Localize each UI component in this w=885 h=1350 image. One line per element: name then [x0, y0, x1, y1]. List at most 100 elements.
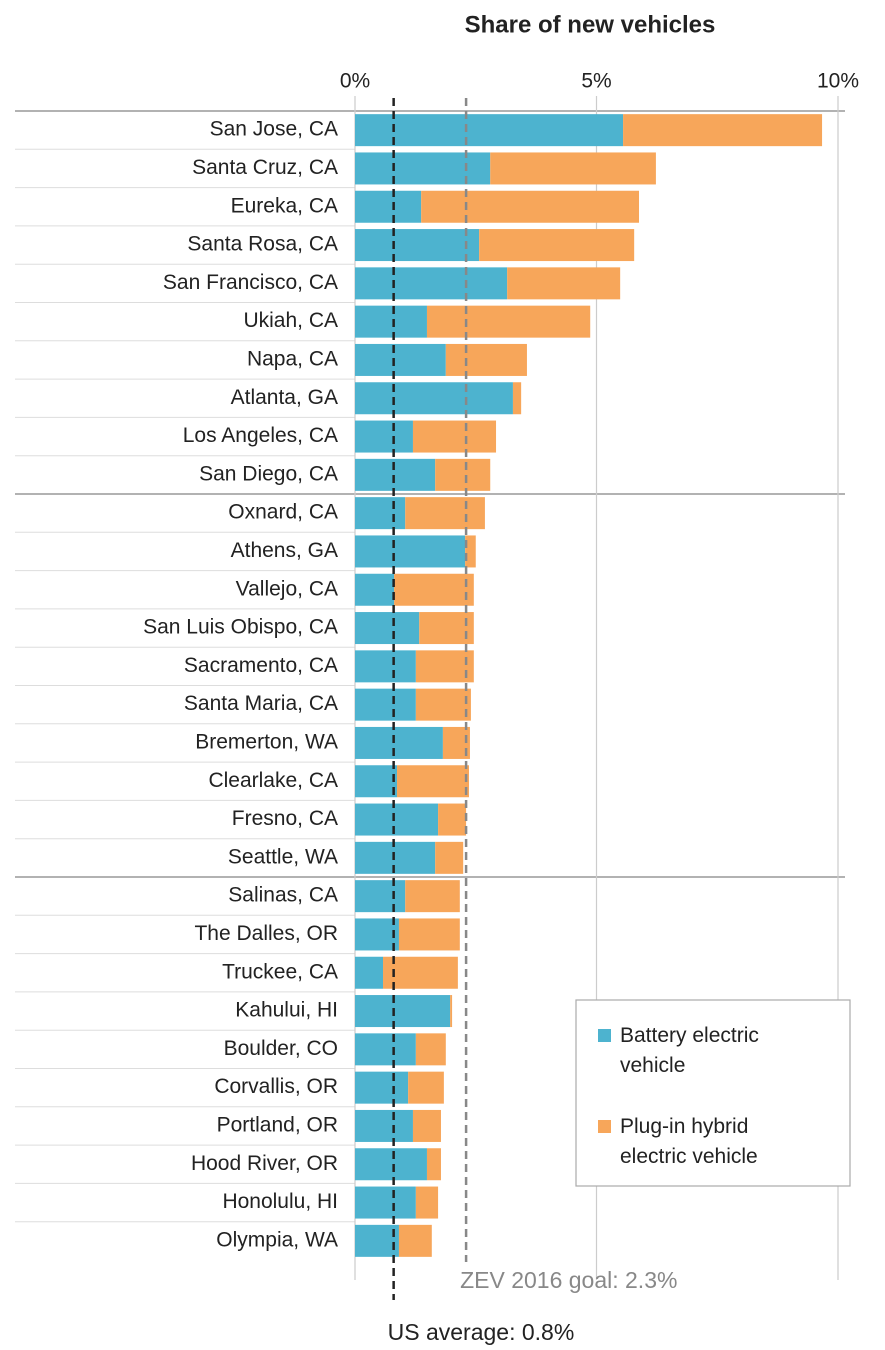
chart-title: Share of new vehicles	[465, 11, 716, 38]
y-tick-label: Fresno, CA	[232, 807, 338, 830]
bar-segment	[355, 343, 446, 376]
y-tick-label: Honolulu, HI	[222, 1190, 338, 1213]
bar-segment	[355, 1148, 427, 1181]
bar-segment	[355, 803, 439, 836]
bar-segment	[415, 1033, 446, 1066]
bar-segment	[355, 497, 406, 530]
bar-segment	[355, 918, 399, 951]
bar-segment	[435, 841, 464, 874]
y-tick-label: The Dalles, OR	[194, 922, 338, 945]
y-tick-label: Vallejo, CA	[236, 577, 338, 600]
bar-segment	[355, 420, 413, 453]
y-tick-label: Truckee, CA	[222, 960, 338, 983]
reference-label: US average: 0.8%	[388, 1319, 575, 1345]
y-tick-label: Seattle, WA	[228, 845, 338, 868]
x-tick-label: 0%	[340, 70, 370, 93]
bar-segment	[435, 458, 491, 491]
bar-segment	[355, 612, 420, 645]
bar-segment	[512, 382, 522, 415]
reference-label: ZEV 2016 goal: 2.3%	[460, 1267, 677, 1293]
bar-segment	[355, 1071, 409, 1104]
y-tick-label: Santa Maria, CA	[184, 692, 338, 715]
bar-segment	[415, 688, 471, 721]
bar-segment	[623, 114, 823, 147]
bar-segment	[405, 880, 460, 913]
bar-segment	[479, 229, 635, 262]
bar-segment	[355, 573, 395, 606]
bar-segment	[415, 650, 474, 683]
bar-segment	[426, 305, 591, 338]
bar-segment	[507, 267, 621, 300]
bar-segment	[490, 152, 656, 185]
legend-box	[575, 999, 851, 1187]
bar-segment	[412, 420, 497, 453]
y-tick-label: Los Angeles, CA	[183, 424, 338, 447]
bar-segment	[398, 1224, 432, 1257]
legend-label: Plug-in hybrid electric vehicle	[620, 1115, 758, 1168]
y-tick-label: Salinas, CA	[228, 884, 338, 907]
bar-segment	[408, 1071, 444, 1104]
bar-segment	[355, 267, 508, 300]
bar-segment	[412, 1109, 441, 1142]
y-tick-label: San Luis Obispo, CA	[143, 616, 338, 639]
legend-swatch	[598, 1120, 611, 1133]
bar-segment	[355, 1224, 399, 1257]
bar-segment	[355, 190, 422, 223]
y-tick-label: Atlanta, GA	[231, 386, 338, 409]
y-tick-label: Hood River, OR	[191, 1152, 338, 1175]
y-tick-label: Portland, OR	[217, 1113, 338, 1136]
y-tick-label: San Francisco, CA	[163, 271, 338, 294]
bar-segment	[355, 1109, 413, 1142]
y-tick-label: Bremerton, WA	[195, 730, 338, 753]
bar-segment	[355, 535, 466, 568]
bar-segment	[383, 956, 458, 989]
y-tick-label: Santa Rosa, CA	[187, 233, 338, 256]
bar-segment	[355, 765, 398, 798]
x-tick-label: 5%	[581, 70, 611, 93]
bar-segment	[355, 956, 384, 989]
y-tick-label: Napa, CA	[247, 347, 338, 370]
legend-label: Battery electric vehicle	[620, 1024, 759, 1077]
bar-segment	[438, 803, 467, 836]
bar-segment	[355, 650, 416, 683]
bar-segment	[355, 880, 406, 913]
y-tick-label: Kahului, HI	[235, 999, 338, 1022]
bar-segment	[355, 305, 427, 338]
bar-segment	[394, 573, 474, 606]
bar-segment	[355, 382, 513, 415]
bar-segment	[355, 114, 624, 147]
y-tick-label: Eureka, CA	[231, 194, 338, 217]
bar-segment	[445, 343, 527, 376]
bar-segment	[419, 612, 474, 645]
y-tick-label: Boulder, CO	[224, 1037, 338, 1060]
legend-swatch	[598, 1029, 611, 1042]
y-tick-label: Athens, GA	[231, 539, 338, 562]
bar-segment	[465, 535, 476, 568]
bar-segment	[426, 1148, 441, 1181]
bar-segment	[355, 152, 491, 185]
bar-segment	[355, 726, 443, 759]
y-tick-label: San Diego, CA	[199, 462, 338, 485]
bar-segment	[355, 1186, 416, 1219]
y-tick-label: Ukiah, CA	[243, 309, 338, 332]
bar-segment	[355, 995, 451, 1028]
bar-segment	[397, 765, 469, 798]
y-tick-label: San Jose, CA	[210, 118, 338, 141]
bar-segment	[355, 841, 436, 874]
x-tick-label: 10%	[817, 70, 859, 93]
y-tick-label: Corvallis, OR	[214, 1075, 338, 1098]
bar-segment	[421, 190, 640, 223]
bar-segment	[355, 229, 480, 262]
y-tick-label: Clearlake, CA	[208, 769, 338, 792]
y-tick-label: Oxnard, CA	[228, 501, 338, 524]
y-tick-label: Olympia, WA	[216, 1228, 338, 1251]
bar-segment	[405, 497, 485, 530]
bar-segment	[355, 1033, 416, 1066]
bar-segment	[398, 918, 460, 951]
bar-segment	[355, 688, 416, 721]
y-tick-label: Sacramento, CA	[184, 654, 338, 677]
y-tick-label: Santa Cruz, CA	[192, 156, 338, 179]
bar-segment	[450, 995, 453, 1028]
bar-segment	[355, 458, 436, 491]
